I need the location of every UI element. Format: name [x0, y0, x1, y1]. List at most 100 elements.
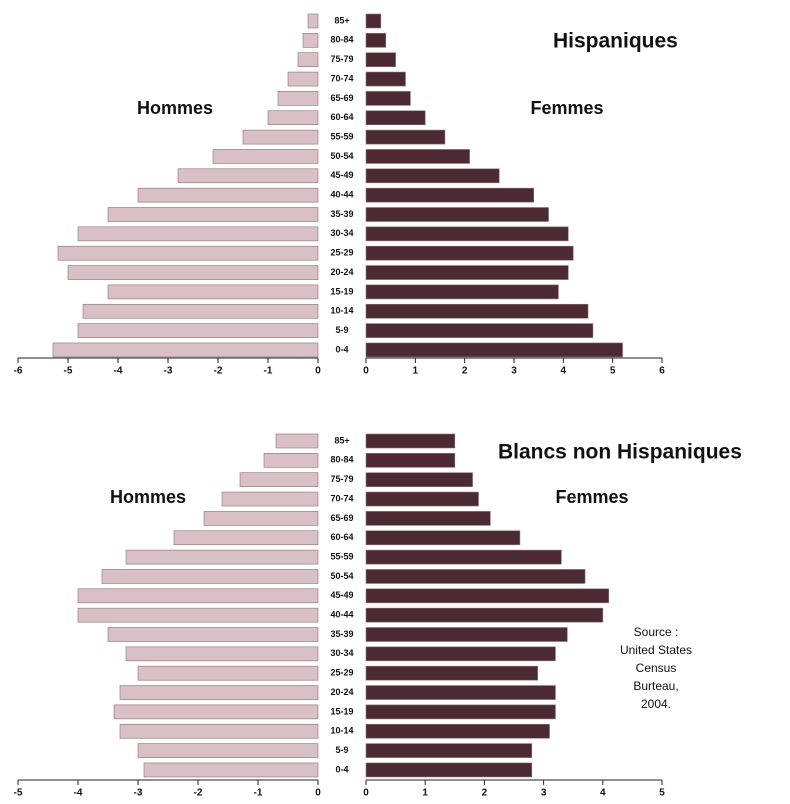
bar — [365, 168, 500, 184]
bar — [137, 743, 319, 758]
bar — [365, 284, 559, 300]
category-label: 10-14 — [330, 306, 353, 316]
x-tick-label: -5 — [14, 788, 23, 799]
bar — [77, 226, 319, 242]
bar — [365, 226, 569, 242]
bar — [125, 646, 319, 662]
category-label: 35-39 — [330, 629, 353, 639]
category-label: 30-34 — [330, 648, 353, 658]
x-tick-label: 3 — [541, 788, 547, 799]
bar — [77, 607, 319, 623]
bar — [365, 110, 426, 126]
bar — [107, 207, 319, 222]
bar — [82, 303, 319, 319]
x-tick-label: -2 — [194, 788, 203, 799]
bar — [125, 549, 319, 565]
bar — [365, 743, 533, 758]
x-tick-label: -5 — [64, 366, 73, 377]
category-label: 15-19 — [330, 706, 353, 716]
bar — [212, 149, 319, 164]
bar — [297, 52, 319, 68]
bar — [242, 129, 319, 145]
bar — [307, 13, 319, 29]
x-tick-label: 3 — [511, 366, 517, 377]
category-label: 85+ — [334, 15, 349, 25]
category-label: 5-9 — [335, 745, 348, 755]
category-label: 55-59 — [330, 551, 353, 561]
bar — [365, 646, 556, 662]
bar — [365, 549, 562, 565]
bar — [365, 342, 623, 358]
category-label: 0-4 — [335, 764, 348, 774]
bar — [287, 71, 319, 87]
bar — [221, 491, 319, 507]
bar — [113, 704, 319, 720]
source-note: United States — [620, 643, 692, 657]
category-label: 40-44 — [330, 190, 353, 200]
x-tick-label: -2 — [214, 366, 223, 377]
category-label: 35-39 — [330, 209, 353, 219]
x-tick-label: 0 — [363, 788, 369, 799]
x-tick-label: 1 — [422, 788, 428, 799]
bar — [263, 453, 319, 468]
bar — [203, 511, 319, 526]
bar — [365, 607, 604, 623]
bar — [365, 530, 521, 546]
bar — [365, 569, 586, 584]
bar — [365, 588, 610, 604]
x-tick-label: -1 — [254, 788, 263, 799]
x-tick-label: 5 — [659, 788, 665, 799]
bar — [137, 665, 319, 681]
bar — [173, 530, 319, 546]
category-label: 20-24 — [330, 687, 353, 697]
bar — [365, 129, 446, 145]
bar — [365, 704, 556, 720]
x-tick-label: 0 — [363, 366, 369, 377]
series-label: Femmes — [530, 98, 603, 118]
category-label: 30-34 — [330, 228, 353, 238]
bar — [107, 284, 319, 300]
category-label: 60-64 — [330, 532, 353, 542]
category-label: 5-9 — [335, 325, 348, 335]
category-label: 45-49 — [330, 170, 353, 180]
bar — [365, 13, 382, 29]
x-tick-label: -3 — [164, 366, 173, 377]
bar — [365, 453, 456, 468]
chart-title: Hispaniques — [553, 30, 678, 53]
bar — [275, 433, 319, 449]
category-label: 25-29 — [330, 668, 353, 678]
bar — [277, 91, 319, 106]
category-label: 80-84 — [330, 455, 353, 465]
bar — [267, 110, 319, 126]
bar — [365, 472, 473, 488]
category-label: 25-29 — [330, 248, 353, 258]
bar — [77, 588, 319, 604]
category-label: 50-54 — [330, 151, 353, 161]
category-label: 10-14 — [330, 726, 353, 736]
x-tick-label: -4 — [74, 788, 83, 799]
category-label: 45-49 — [330, 590, 353, 600]
bar — [101, 569, 319, 584]
series-label: Hommes — [137, 98, 213, 118]
bar — [119, 723, 319, 739]
bar — [365, 491, 479, 507]
bar — [365, 511, 491, 526]
bar — [107, 627, 319, 642]
bar — [365, 187, 535, 203]
bar — [365, 303, 589, 319]
category-label: 40-44 — [330, 610, 353, 620]
source-note: Burteau, — [633, 679, 678, 693]
bar — [57, 245, 319, 261]
x-tick-label: 1 — [413, 366, 419, 377]
bar — [143, 762, 319, 778]
bar — [137, 187, 319, 203]
category-label: 60-64 — [330, 112, 353, 122]
category-label: 15-19 — [330, 286, 353, 296]
bar — [365, 433, 456, 449]
x-tick-label: -6 — [14, 366, 23, 377]
x-tick-label: 2 — [482, 788, 488, 799]
bar — [302, 33, 319, 48]
x-tick-label: 4 — [561, 366, 567, 377]
bar — [365, 723, 550, 739]
